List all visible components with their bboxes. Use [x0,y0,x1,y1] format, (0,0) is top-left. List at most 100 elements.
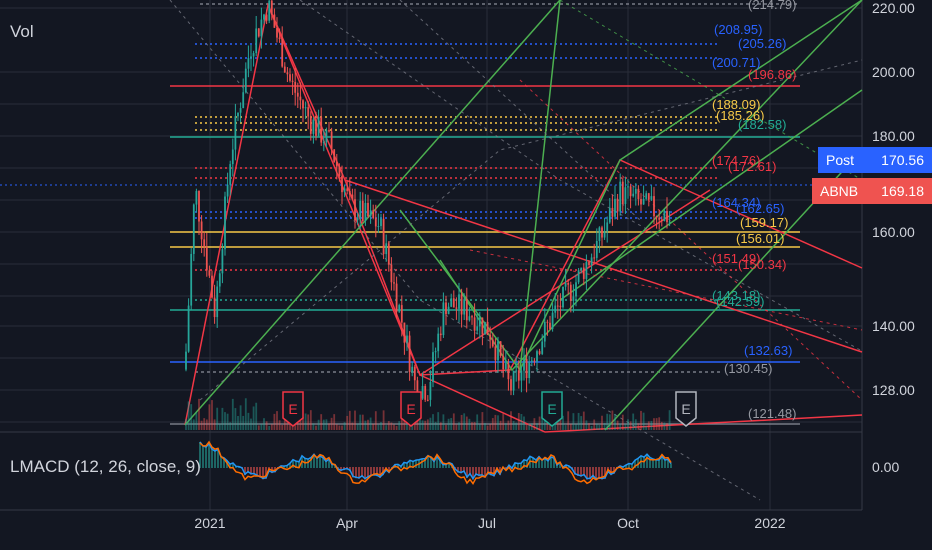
candle-body-52 [320,117,323,143]
volume-bar-82 [398,421,401,430]
volume-bar-132 [528,423,531,430]
candle-body-41 [291,80,294,82]
candle-body-73 [374,218,377,227]
candle-body-172 [632,193,635,197]
candle-body-46 [304,107,307,109]
volume-bar-12 [216,407,219,430]
macd-hist-96 [487,467,489,475]
volume-bar-184 [663,422,666,430]
post-price: 170.56 [881,152,924,168]
fib-label-2: (205.26) [738,36,786,51]
macd-hist-15 [244,467,246,476]
macd-hist-125 [574,467,576,475]
macd-hist-128 [583,467,585,476]
volume-bar-27 [255,402,258,430]
earnings-marker-3 [675,391,697,427]
volume-bar-98 [439,422,442,430]
macd-signal-line [199,440,672,485]
candle-body-134 [533,360,536,362]
volume-bar-133 [530,423,533,430]
volume-bar-7 [203,418,206,430]
volume-bar-112 [476,414,479,430]
candle-body-178 [647,193,650,200]
price-tick-5: 128.00 [872,382,915,398]
candle-body-124 [507,363,510,380]
volume-bar-110 [471,422,473,430]
volume-bar-86 [408,424,411,430]
candle-body-119 [494,346,497,361]
price-tick-0: 220.00 [872,0,915,16]
volume-bar-138 [543,417,546,430]
candle-body-103 [452,298,455,308]
price-tick-2: 180.00 [872,128,915,144]
fib-label-6: (185.26) [716,108,764,123]
macd-hist-143 [628,463,630,468]
macd-hist-28 [283,466,285,468]
volume-bar-151 [577,412,580,430]
volume-bar-60 [341,425,343,430]
volume-bar-5 [198,398,200,430]
candle-body-107 [463,299,466,315]
price-axis[interactable]: 220.00 200.00 180.00 160.00 140.00 128.00 0.00 [872,0,915,475]
macd-hist-144 [631,464,633,468]
trend-line-8 [559,89,863,301]
price-tick-3: 160.00 [872,224,915,240]
candle-body-15 [224,196,226,250]
macd-hist-56 [367,467,369,478]
macd-hist-52 [355,467,357,479]
volume-bar-179 [650,420,653,430]
macd-hist-53 [358,467,360,479]
candle-body-97 [437,333,440,352]
indicator-label[interactable]: LMACD (12, 26, close, 9) [10,457,201,476]
volume-bar-101 [447,418,450,430]
candle-body-74 [377,226,380,228]
volume-bar-137 [541,416,544,430]
macd-hist-100 [499,467,501,476]
volume-bar-30 [263,418,265,430]
candle-body-16 [226,184,229,197]
candle-body-75 [380,218,382,227]
volume-bar-10 [211,400,213,430]
candle-body-22 [242,92,245,109]
time-tick-0: 2021 [194,515,225,531]
macd-hist-70 [409,460,411,468]
candle-body-155 [588,261,590,265]
dashed-line-5 [519,79,863,401]
volume-bar-47 [307,414,310,430]
volume-bar-118 [491,418,494,430]
candle-body-39 [286,72,289,75]
candle-body-171 [629,186,632,197]
candle-body-59 [338,166,341,177]
time-axis[interactable]: 2021 Apr Jul Oct 2022 [194,515,785,531]
macd-hist-66 [397,464,399,468]
macd-hist-86 [457,467,459,473]
dashed-line-3 [399,0,641,221]
candle-body-88 [413,366,416,381]
candle-body-0 [185,351,187,370]
volume-bar-33 [270,424,273,430]
candle-body-183 [660,219,663,222]
macd-pane [199,440,672,485]
candle-body-144 [559,305,562,308]
macd-hist-145 [634,460,636,468]
volume-bar-182 [658,417,661,430]
fib-label-1: (208.95) [714,22,762,37]
candle-body-145 [562,286,564,308]
candle-body-126 [512,370,515,391]
volume-bar-72 [372,423,375,430]
macd-hist-115 [544,458,546,468]
candle-body-76 [382,218,385,255]
volume-bar-52 [320,414,323,430]
candle-body-58 [335,161,338,167]
candle-body-105 [458,294,460,309]
volume-bar-37 [281,424,284,430]
candle-body-161 [603,230,606,238]
macd-hist-50 [349,467,351,472]
volume-bar-171 [629,421,632,430]
candlesticks [185,0,671,407]
candle-body-48 [309,116,312,134]
macd-hist-118 [553,458,555,468]
candle-body-110 [471,316,473,318]
